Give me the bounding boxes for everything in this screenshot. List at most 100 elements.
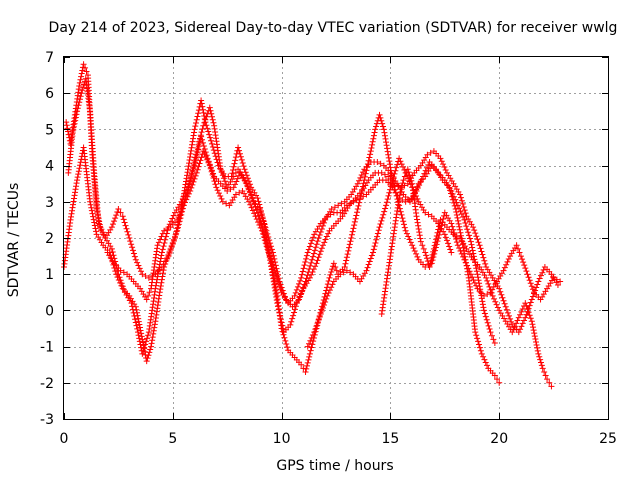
track-point: [192, 172, 199, 179]
track-point: [269, 261, 276, 268]
data-point: [171, 235, 178, 241]
track-point: [479, 301, 486, 308]
track-point: [129, 244, 136, 251]
track-point: [462, 220, 469, 227]
track-point: [276, 309, 283, 316]
data-point: [376, 224, 383, 231]
track-point: [464, 226, 471, 233]
track-point: [233, 178, 240, 185]
data-point: [254, 209, 261, 216]
track-point: [142, 341, 149, 348]
track-point: [478, 292, 485, 299]
track-point: [519, 256, 526, 263]
track-point: [465, 271, 472, 278]
track-point: [230, 163, 237, 170]
data-point: [383, 202, 390, 209]
data-point: [424, 151, 431, 158]
track-point: [366, 154, 373, 161]
track-point: [397, 158, 404, 165]
track-point: [486, 283, 493, 290]
track-point: [430, 248, 437, 255]
track-point: [414, 253, 421, 260]
track-point: [328, 269, 335, 276]
track-point: [185, 163, 192, 170]
track-point: [189, 168, 196, 175]
data-point: [69, 130, 76, 137]
chart-title: Day 214 of 2023, Sidereal Day-to-day VTE…: [49, 20, 618, 36]
track-point: [291, 309, 298, 316]
track-point: [338, 200, 345, 207]
track-point: [494, 304, 501, 311]
track-point: [199, 139, 206, 146]
track-point: [259, 215, 266, 222]
track-point: [392, 167, 399, 174]
track-point: [288, 318, 295, 325]
track-point: [377, 114, 384, 121]
track-point: [188, 147, 195, 154]
track-point: [370, 246, 377, 253]
track-point: [481, 356, 488, 363]
track-point: [526, 277, 533, 284]
track-point: [109, 249, 116, 256]
track-point: [236, 147, 243, 154]
data-point: [441, 231, 448, 238]
track-point: [155, 239, 162, 246]
track-point: [414, 216, 421, 223]
data-point: [202, 119, 209, 126]
track-point: [63, 122, 70, 129]
data-point: [448, 220, 455, 227]
track-point: [484, 277, 491, 284]
track-point: [525, 274, 532, 281]
track-point: [292, 289, 299, 296]
track-point: [193, 152, 200, 159]
track-point: [377, 160, 384, 167]
track-point: [407, 239, 414, 246]
track-point: [351, 218, 358, 225]
track-point: [97, 223, 104, 230]
data-point: [363, 267, 370, 274]
track-point: [323, 295, 330, 302]
track-point: [416, 232, 423, 239]
track-point: [478, 248, 485, 255]
track-point: [453, 233, 460, 240]
track-point: [271, 281, 278, 288]
track-point: [301, 281, 308, 288]
track-point: [523, 303, 530, 310]
track-point: [500, 297, 507, 304]
data-point: [291, 292, 298, 299]
track-point: [299, 268, 306, 275]
track-point: [263, 243, 270, 250]
axis-ticks: 0 5 10 15 20 25 -3 -2 -1 0 1 2 3 4 5 6 7: [40, 50, 617, 447]
track-point: [223, 200, 230, 207]
data-point: [496, 379, 503, 386]
track-point: [384, 196, 391, 203]
track-point: [261, 221, 268, 228]
track-point: [195, 163, 202, 170]
track-point: [532, 338, 539, 345]
track-point: [348, 231, 355, 238]
track-point: [184, 169, 191, 176]
data-point: [337, 271, 344, 278]
track-point: [458, 197, 465, 204]
track-point: [313, 323, 320, 330]
track-point: [316, 231, 323, 238]
data-point: [117, 267, 124, 274]
track-point: [196, 160, 203, 167]
data-point: [496, 285, 503, 292]
data-point: [213, 184, 220, 191]
track-point: [432, 239, 439, 246]
track-point: [321, 239, 328, 246]
track-point: [256, 221, 263, 228]
track-point: [194, 149, 201, 156]
data-point: [132, 256, 139, 263]
track-point: [69, 207, 76, 214]
track-point: [449, 223, 456, 230]
track-point: [310, 250, 317, 257]
track-point: [521, 317, 528, 324]
track-point: [397, 189, 404, 196]
track-point: [385, 154, 392, 161]
data-point: [380, 126, 387, 133]
track-point: [296, 280, 303, 287]
track-point: [472, 230, 479, 237]
data-point: [378, 169, 385, 176]
